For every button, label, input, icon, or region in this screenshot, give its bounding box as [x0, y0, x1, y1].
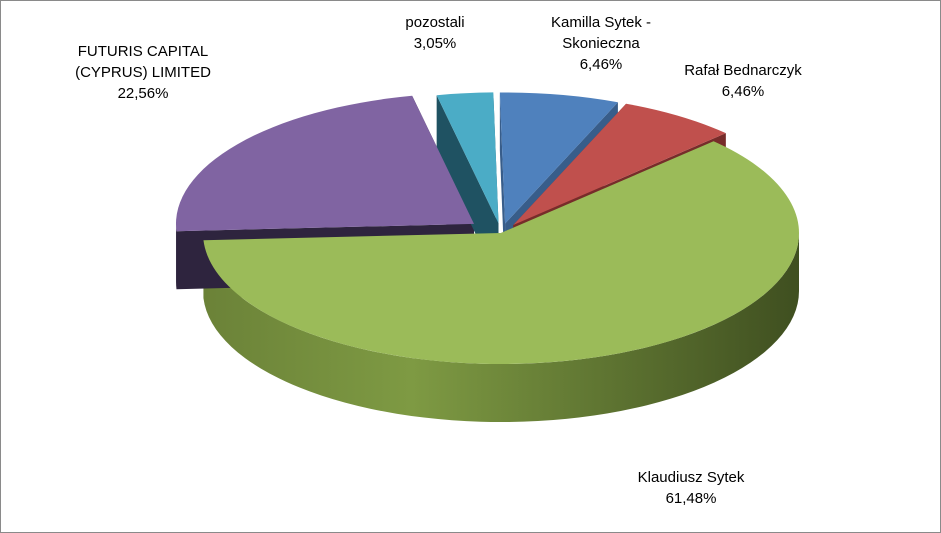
slice-pozostali-label: pozostali 3,05%	[405, 14, 464, 52]
slice-klaudiusz-sytek-label: Klaudiusz Sytek 61,48%	[638, 469, 745, 507]
slice-futuris-capital-cyprus-limited-value: 22,56%	[118, 85, 169, 102]
slice-rafa-bednarczyk-value: 6,46%	[722, 83, 765, 100]
slice-futuris-capital-cyprus-limited	[175, 95, 474, 232]
slice-kamilla-sytek-skonieczna-name-line: Kamilla Sytek -	[551, 14, 651, 31]
slice-klaudiusz-sytek	[203, 141, 800, 364]
slice-kamilla-sytek-skonieczna-name-line: Skonieczna	[562, 35, 640, 52]
slice-pozostali	[436, 92, 499, 224]
slice-rafa-bednarczyk-label: Rafał Bednarczyk 6,46%	[684, 62, 802, 100]
slice-futuris-capital-cyprus-limited-label: FUTURIS CAPITAL (CYPRUS) LIMITED 22,56%	[75, 43, 211, 102]
slice-kamilla-sytek-skonieczna	[499, 92, 618, 224]
slice-klaudiusz-sytek-rim	[203, 233, 799, 422]
slice-pozostali-value: 3,05%	[414, 35, 457, 52]
slice-pozostali-name-line: pozostali	[405, 14, 464, 31]
slice-kamilla-sytek-skonieczna-label: Kamilla Sytek - Skonieczna 6,46%	[551, 14, 651, 73]
slice-futuris-capital-cyprus-limited-name-line: (CYPRUS) LIMITED	[75, 64, 211, 81]
slice-klaudiusz-sytek-value: 61,48%	[666, 490, 717, 507]
slice-klaudiusz-sytek-name-line: Klaudiusz Sytek	[638, 469, 745, 486]
slice-futuris-capital-cyprus-limited-name-line: FUTURIS CAPITAL	[78, 43, 209, 60]
slice-rafa-bednarczyk-name-line: Rafał Bednarczyk	[684, 62, 802, 79]
slice-rafa-bednarczyk	[513, 103, 726, 225]
slice-kamilla-sytek-skonieczna-value: 6,46%	[580, 56, 623, 73]
